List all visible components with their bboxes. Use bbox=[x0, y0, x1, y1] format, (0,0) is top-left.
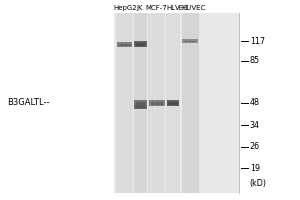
Text: MCF-7: MCF-7 bbox=[146, 5, 167, 11]
Bar bbox=[151, 102, 163, 105]
Text: HepG2: HepG2 bbox=[113, 5, 136, 11]
Bar bbox=[134, 100, 146, 106]
Text: (kD): (kD) bbox=[250, 179, 267, 188]
Text: 48: 48 bbox=[250, 98, 260, 107]
Bar bbox=[118, 44, 131, 46]
Bar bbox=[182, 39, 198, 43]
Bar bbox=[114, 13, 239, 193]
Bar bbox=[184, 41, 196, 42]
Text: HUVEC: HUVEC bbox=[181, 5, 205, 11]
Bar bbox=[148, 13, 166, 193]
Text: HL: HL bbox=[167, 5, 176, 11]
Bar bbox=[134, 41, 146, 47]
Bar bbox=[149, 100, 165, 106]
Bar bbox=[136, 106, 145, 108]
Text: 19: 19 bbox=[250, 164, 260, 173]
Bar bbox=[134, 13, 147, 193]
Bar bbox=[182, 13, 199, 193]
Text: 85: 85 bbox=[250, 56, 260, 65]
Bar bbox=[117, 42, 133, 47]
Bar bbox=[167, 100, 179, 106]
Bar bbox=[136, 102, 145, 105]
Bar bbox=[134, 105, 146, 109]
Bar bbox=[116, 13, 134, 193]
Text: 34: 34 bbox=[250, 121, 260, 130]
Text: B3GALTL--: B3GALTL-- bbox=[7, 98, 50, 107]
Bar bbox=[136, 43, 145, 46]
Bar bbox=[168, 102, 178, 105]
Bar bbox=[167, 13, 180, 193]
Text: 117: 117 bbox=[250, 37, 265, 46]
Text: VEC: VEC bbox=[175, 5, 189, 11]
Text: 26: 26 bbox=[250, 142, 260, 151]
Text: JK: JK bbox=[136, 5, 143, 11]
